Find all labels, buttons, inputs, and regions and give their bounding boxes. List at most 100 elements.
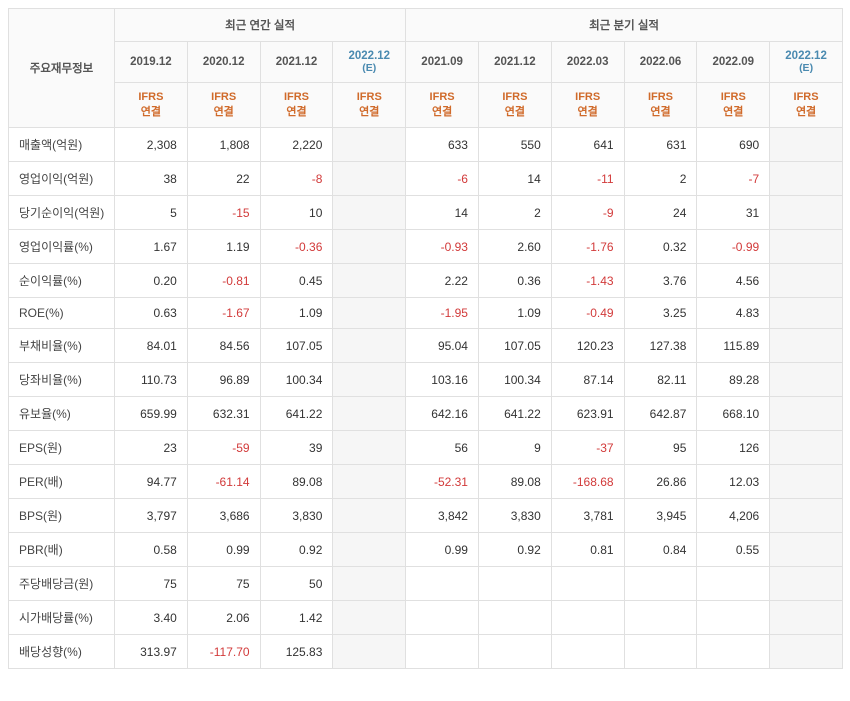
quarterly-cell [770,567,843,601]
annual-cell: 3,686 [187,499,260,533]
annual-ifrs: IFRS연결 [187,83,260,128]
row-label: PBR(배) [9,533,115,567]
quarterly-cell [551,635,624,669]
row-label: BPS(원) [9,499,115,533]
table-row: 유보율(%)659.99632.31641.22642.16641.22623.… [9,397,843,431]
quarterly-cell: -9 [551,196,624,230]
quarterly-cell [770,397,843,431]
quarterly-cell: 14 [478,162,551,196]
quarterly-period: 2022.06 [624,42,697,83]
row-label: 영업이익률(%) [9,230,115,264]
quarterly-cell: 82.11 [624,363,697,397]
row-label: 시가배당률(%) [9,601,115,635]
annual-cell [333,329,406,363]
quarterly-cell [770,363,843,397]
table-row: 배당성향(%)313.97-117.70125.83 [9,635,843,669]
row-label: 당좌비율(%) [9,363,115,397]
quarterly-cell: 24 [624,196,697,230]
annual-cell: 0.92 [260,533,333,567]
annual-cell [333,298,406,329]
quarterly-cell [770,635,843,669]
quarterly-cell [406,567,479,601]
quarterly-cell: 100.34 [478,363,551,397]
annual-cell: 0.58 [115,533,188,567]
annual-cell [333,264,406,298]
quarterly-cell [770,499,843,533]
annual-cell: 1,808 [187,128,260,162]
quarterly-cell: 2.22 [406,264,479,298]
quarterly-cell [624,601,697,635]
quarterly-cell: 126 [697,431,770,465]
quarterly-cell [551,601,624,635]
row-label: 당기순이익(억원) [9,196,115,230]
quarterly-cell [406,635,479,669]
quarterly-ifrs: IFRS연결 [551,83,624,128]
quarterly-cell [478,601,551,635]
quarterly-cell: 26.86 [624,465,697,499]
annual-header: 최근 연간 실적 [115,9,406,42]
quarterly-cell [770,601,843,635]
annual-period: 2019.12 [115,42,188,83]
annual-cell: 1.19 [187,230,260,264]
annual-cell [333,567,406,601]
quarterly-header: 최근 분기 실적 [406,9,843,42]
annual-cell [333,431,406,465]
quarterly-cell: 107.05 [478,329,551,363]
quarterly-cell: 1.09 [478,298,551,329]
quarterly-cell: -1.95 [406,298,479,329]
row-label: 매출액(억원) [9,128,115,162]
annual-cell: 2,308 [115,128,188,162]
annual-cell [333,635,406,669]
quarterly-cell: 4.56 [697,264,770,298]
annual-cell: 3,797 [115,499,188,533]
quarterly-cell: 95.04 [406,329,479,363]
quarterly-cell: -1.76 [551,230,624,264]
annual-ifrs: IFRS연결 [260,83,333,128]
table-row: 주당배당금(원)757550 [9,567,843,601]
annual-cell: 125.83 [260,635,333,669]
quarterly-cell [770,329,843,363]
row-label: 부채비율(%) [9,329,115,363]
quarterly-cell [770,230,843,264]
quarterly-cell: 0.99 [406,533,479,567]
quarterly-period: 2021.09 [406,42,479,83]
table-header: 주요재무정보 최근 연간 실적 최근 분기 실적 2019.122020.122… [9,9,843,128]
annual-cell [333,533,406,567]
quarterly-cell: -0.49 [551,298,624,329]
annual-cell [333,128,406,162]
quarterly-cell: 641 [551,128,624,162]
quarterly-cell: 0.92 [478,533,551,567]
table-row: BPS(원)3,7973,6863,8303,8423,8303,7813,94… [9,499,843,533]
quarterly-cell [770,128,843,162]
quarterly-cell [478,635,551,669]
table-row: EPS(원)23-5939569-3795126 [9,431,843,465]
row-label: PER(배) [9,465,115,499]
quarterly-cell [697,601,770,635]
quarterly-cell: 690 [697,128,770,162]
quarterly-cell: 89.28 [697,363,770,397]
annual-cell [333,162,406,196]
annual-cell: -0.36 [260,230,333,264]
quarterly-cell: 631 [624,128,697,162]
annual-cell: -15 [187,196,260,230]
row-label-header: 주요재무정보 [9,9,115,128]
quarterly-cell: 3,842 [406,499,479,533]
quarterly-period: 2022.12(E) [770,42,843,83]
quarterly-cell: 642.87 [624,397,697,431]
quarterly-cell [770,196,843,230]
annual-cell: 94.77 [115,465,188,499]
quarterly-ifrs: IFRS연결 [697,83,770,128]
quarterly-cell [770,465,843,499]
annual-cell: 5 [115,196,188,230]
annual-cell: 100.34 [260,363,333,397]
annual-cell: 84.01 [115,329,188,363]
row-label: 배당성향(%) [9,635,115,669]
quarterly-cell: 633 [406,128,479,162]
quarterly-cell: 641.22 [478,397,551,431]
quarterly-cell: 120.23 [551,329,624,363]
annual-ifrs: IFRS연결 [115,83,188,128]
quarterly-cell: 3,781 [551,499,624,533]
quarterly-cell [697,567,770,601]
quarterly-cell: 127.38 [624,329,697,363]
annual-cell: 22 [187,162,260,196]
